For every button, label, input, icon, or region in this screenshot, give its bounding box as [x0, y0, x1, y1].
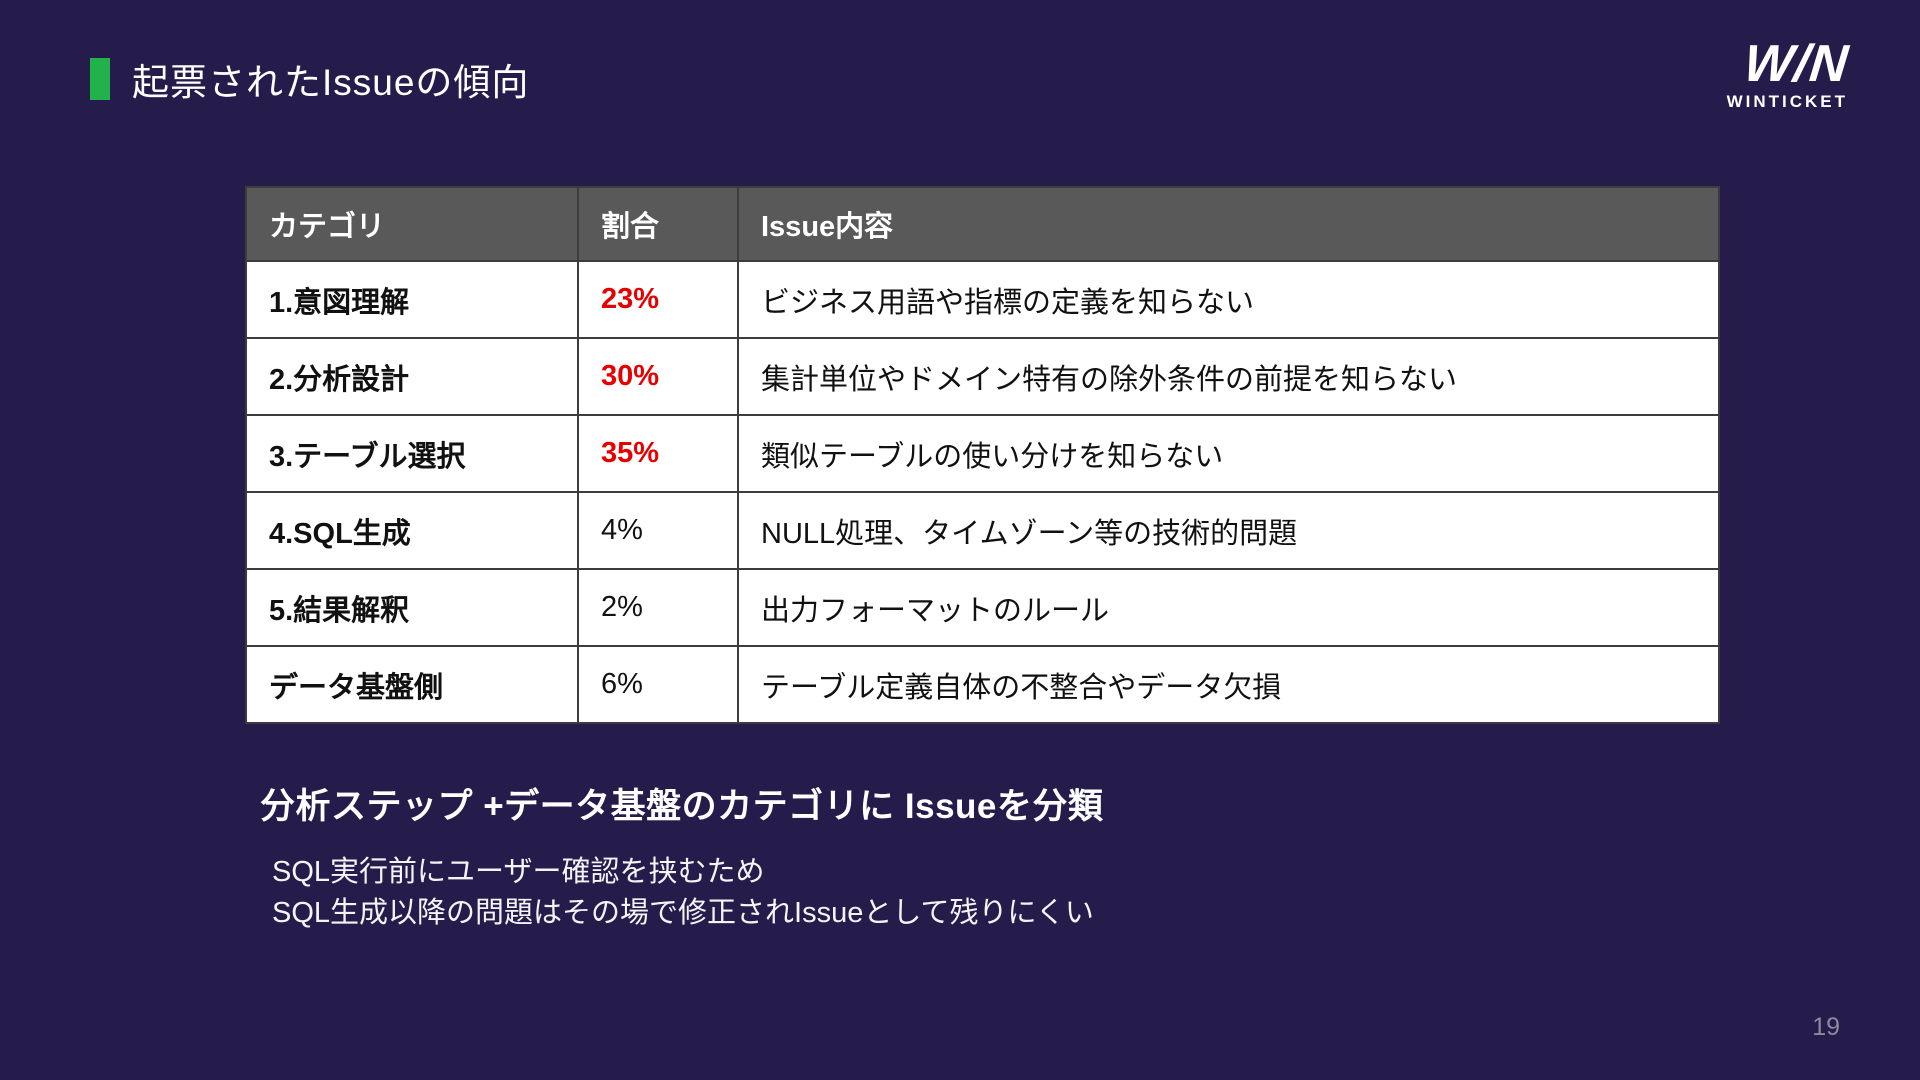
row-content: NULL処理、タイムゾーン等の技術的問題 [737, 491, 1720, 570]
table-row: 2.分析設計 30% 集計単位やドメイン特有の除外条件の前提を知らない [245, 337, 1720, 416]
row-category: 5.結果解釈 [245, 568, 579, 647]
row-percent: 4% [577, 491, 739, 570]
row-percent: 23% [577, 260, 739, 339]
page-title: 起票されたIssueの傾向 [132, 62, 530, 103]
row-category: 4.SQL生成 [245, 491, 579, 570]
table-row: 5.結果解釈 2% 出力フォーマットのルール [245, 568, 1720, 647]
table-row: 1.意図理解 23% ビジネス用語や指標の定義を知らない [245, 260, 1720, 339]
table-header-row: カテゴリ 割合 Issue内容 [245, 186, 1720, 262]
title-accent-bar [90, 58, 110, 100]
table-row: データ基盤側 6% テーブル定義自体の不整合やデータ欠損 [245, 645, 1720, 724]
summary-heading: 分析ステップ +データ基盤のカテゴリに Issueを分類 [260, 787, 1104, 826]
row-content: 出力フォーマットのルール [737, 568, 1720, 647]
table-row: 3.テーブル選択 35% 類似テーブルの使い分けを知らない [245, 414, 1720, 493]
row-content: テーブル定義自体の不整合やデータ欠損 [737, 645, 1720, 724]
header-category: カテゴリ [245, 186, 579, 262]
summary-note-line: SQL実行前にユーザー確認を挟むため [272, 856, 765, 888]
row-percent: 30% [577, 337, 739, 416]
row-content: ビジネス用語や指標の定義を知らない [737, 260, 1720, 339]
summary-notes: SQL実行前にユーザー確認を挟むため SQL生成以降の問題はその場で修正されIs… [272, 852, 1094, 934]
page-number: 19 [1812, 1013, 1840, 1041]
header-percent: 割合 [577, 186, 739, 262]
issue-trend-table: カテゴリ 割合 Issue内容 1.意図理解 23% ビジネス用語や指標の定義を… [245, 186, 1720, 724]
row-content: 集計単位やドメイン特有の除外条件の前提を知らない [737, 337, 1720, 416]
title-block: 起票されたIssueの傾向 [90, 52, 529, 106]
header-issue-content: Issue内容 [737, 186, 1720, 262]
winticket-logo-mark: W/N [1740, 35, 1852, 93]
table-row: 4.SQL生成 4% NULL処理、タイムゾーン等の技術的問題 [245, 491, 1720, 570]
row-content: 類似テーブルの使い分けを知らない [737, 414, 1720, 493]
row-category: 3.テーブル選択 [245, 414, 579, 493]
row-category: データ基盤側 [245, 645, 579, 724]
winticket-logo-text: WINTICKET [1726, 92, 1848, 111]
winticket-logo: W/N WINTICKET [1726, 35, 1852, 112]
row-percent: 6% [577, 645, 739, 724]
row-category: 2.分析設計 [245, 337, 579, 416]
summary-note-line: SQL生成以降の問題はその場で修正されIssueとして残りにくい [272, 897, 1094, 930]
row-category: 1.意図理解 [245, 260, 579, 339]
row-percent: 2% [577, 568, 739, 647]
row-percent: 35% [577, 414, 739, 493]
